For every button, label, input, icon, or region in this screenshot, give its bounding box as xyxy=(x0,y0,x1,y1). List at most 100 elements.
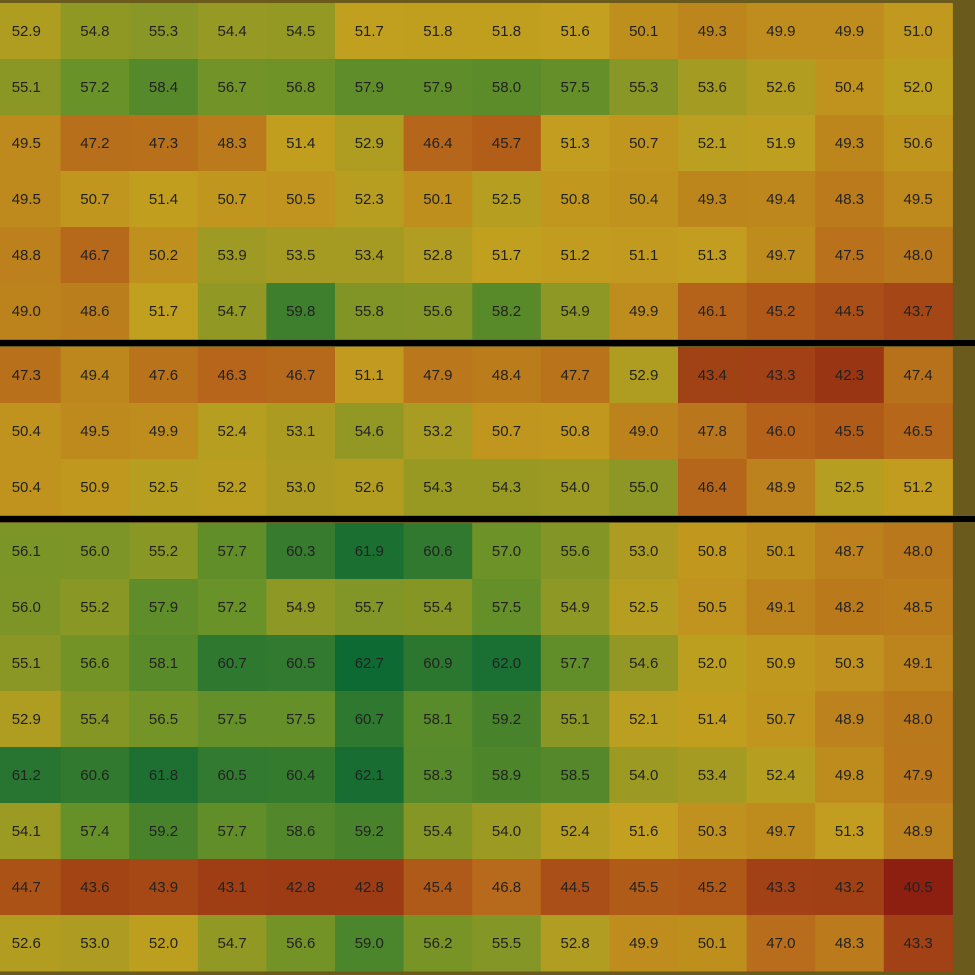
heat-cell xyxy=(129,691,199,748)
heat-cell xyxy=(883,915,953,972)
cell-label: 47.9 xyxy=(423,367,452,384)
heat-cell xyxy=(883,227,953,284)
heat-cell xyxy=(60,403,130,460)
heat-cell xyxy=(403,403,473,460)
heat-cell xyxy=(197,859,267,916)
heat-cell xyxy=(815,171,885,228)
heat-cell xyxy=(129,283,199,340)
cell-label: 49.3 xyxy=(698,191,727,208)
cell-label: 55.6 xyxy=(423,303,452,320)
cell-label: 59.2 xyxy=(149,823,178,840)
cell-label: 61.8 xyxy=(149,767,178,784)
heat-cell xyxy=(883,283,953,340)
heat-cell xyxy=(746,283,816,340)
cell-label: 52.1 xyxy=(698,135,727,152)
cell-label: 59.8 xyxy=(286,303,315,320)
cell-label: 54.3 xyxy=(423,479,452,496)
heat-cell xyxy=(540,635,610,692)
cell-label: 59.2 xyxy=(355,823,384,840)
heat-cell xyxy=(678,59,748,116)
cell-label: 56.6 xyxy=(286,935,315,952)
heat-cell xyxy=(335,3,405,60)
heat-cell xyxy=(129,59,199,116)
cell-label: 50.7 xyxy=(766,711,795,728)
cell-label: 50.3 xyxy=(835,655,864,672)
cell-label: 50.7 xyxy=(492,423,521,440)
heat-cell xyxy=(197,803,267,860)
heat-cell xyxy=(746,403,816,460)
heat-cell xyxy=(472,803,542,860)
cell-label: 52.2 xyxy=(217,479,246,496)
heat-cell xyxy=(335,115,405,172)
cell-label: 54.6 xyxy=(629,655,658,672)
heat-cell xyxy=(403,115,473,172)
cell-label: 49.8 xyxy=(835,767,864,784)
heat-cell xyxy=(815,227,885,284)
cell-label: 45.2 xyxy=(766,303,795,320)
heat-cell xyxy=(60,227,130,284)
heat-cell xyxy=(540,347,610,404)
heat-cell xyxy=(815,859,885,916)
heat-cell xyxy=(472,347,542,404)
heat-cell xyxy=(403,59,473,116)
cell-label: 51.2 xyxy=(903,479,932,496)
heat-cell xyxy=(335,859,405,916)
heat-cell xyxy=(540,859,610,916)
heat-cell xyxy=(335,915,405,972)
heat-cell xyxy=(129,747,199,804)
cell-label: 47.3 xyxy=(12,367,41,384)
heat-cell xyxy=(403,747,473,804)
heat-cell xyxy=(335,283,405,340)
cell-label: 46.1 xyxy=(698,303,727,320)
heat-cell xyxy=(129,115,199,172)
cell-label: 45.5 xyxy=(629,879,658,896)
heat-cell xyxy=(0,115,62,172)
heat-cell xyxy=(678,115,748,172)
heat-cell xyxy=(678,227,748,284)
cell-label: 47.4 xyxy=(903,367,932,384)
cell-label: 51.6 xyxy=(629,823,658,840)
cell-label: 48.8 xyxy=(12,247,41,264)
heat-cell xyxy=(197,403,267,460)
heat-cell xyxy=(60,859,130,916)
heat-cell xyxy=(678,3,748,60)
cell-label: 51.2 xyxy=(560,247,589,264)
heat-cell xyxy=(129,171,199,228)
cell-label: 49.9 xyxy=(629,303,658,320)
cell-label: 62.0 xyxy=(492,655,521,672)
heat-cell xyxy=(266,171,336,228)
cell-label: 48.0 xyxy=(903,543,932,560)
cell-label: 50.9 xyxy=(80,479,109,496)
cell-label: 43.3 xyxy=(766,367,795,384)
cell-label: 50.1 xyxy=(766,543,795,560)
heat-cell xyxy=(609,171,679,228)
cell-label: 52.4 xyxy=(560,823,589,840)
heat-cell xyxy=(335,747,405,804)
heat-cell xyxy=(540,59,610,116)
cell-label: 58.2 xyxy=(492,303,521,320)
heat-cell xyxy=(60,691,130,748)
heat-cell xyxy=(335,635,405,692)
cell-label: 51.8 xyxy=(423,23,452,40)
heat-cell xyxy=(335,403,405,460)
cell-label: 49.9 xyxy=(835,23,864,40)
cell-label: 52.9 xyxy=(355,135,384,152)
cell-label: 49.5 xyxy=(12,135,41,152)
heat-cell xyxy=(60,171,130,228)
cell-label: 52.9 xyxy=(629,367,658,384)
heat-cell xyxy=(815,747,885,804)
cell-label: 60.9 xyxy=(423,655,452,672)
cell-label: 54.7 xyxy=(217,935,246,952)
cell-label: 54.9 xyxy=(286,599,315,616)
heat-cell xyxy=(472,459,542,516)
cell-label: 56.1 xyxy=(12,543,41,560)
cell-label: 50.5 xyxy=(286,191,315,208)
cell-label: 45.2 xyxy=(698,879,727,896)
cell-label: 57.2 xyxy=(217,599,246,616)
cell-label: 51.0 xyxy=(903,23,932,40)
heat-cell xyxy=(335,579,405,636)
heat-cell xyxy=(266,747,336,804)
cell-label: 58.3 xyxy=(423,767,452,784)
cell-label: 52.0 xyxy=(698,655,727,672)
